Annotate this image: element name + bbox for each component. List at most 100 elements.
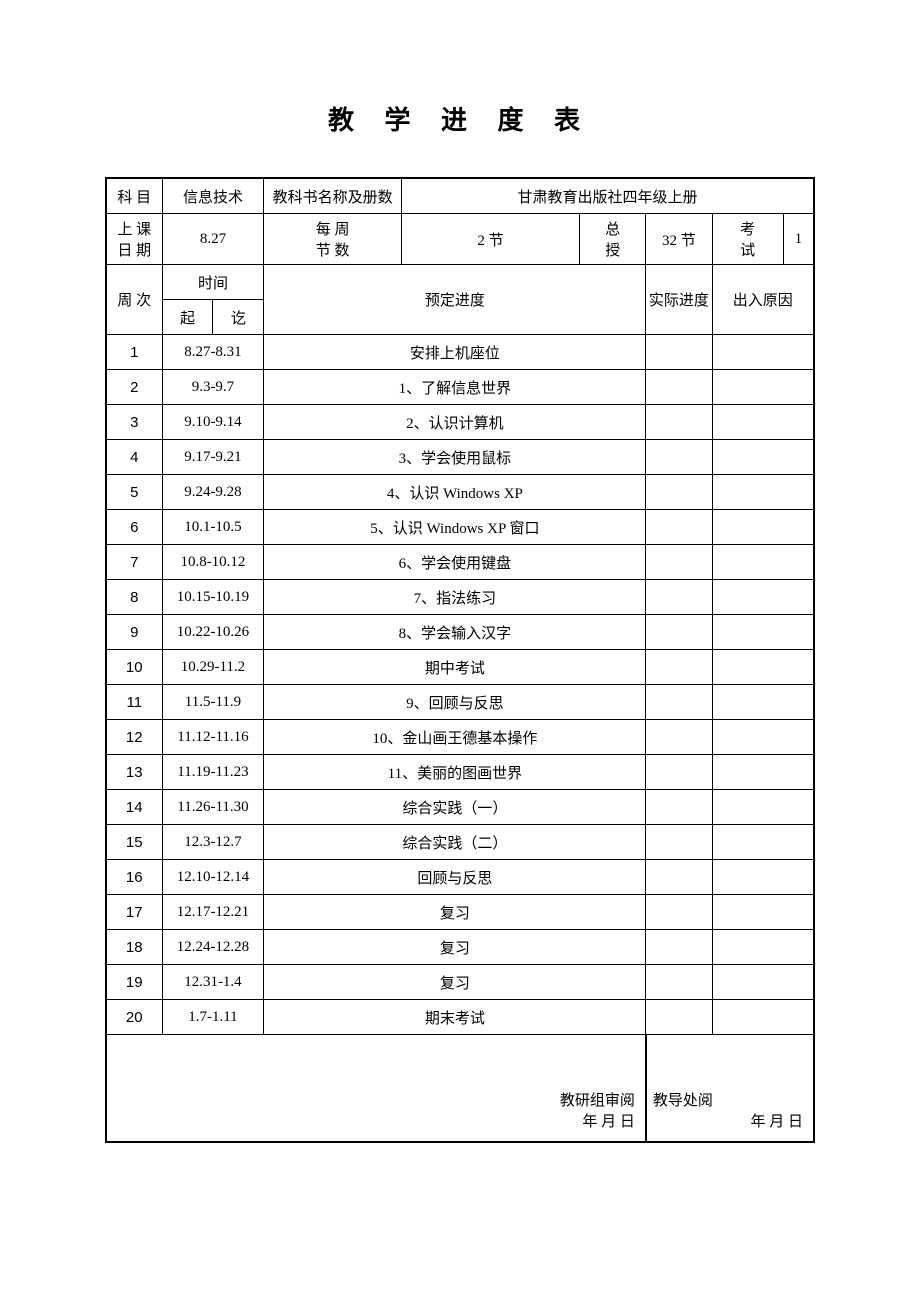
- cell-week: 19: [106, 965, 162, 1000]
- cell-time: 10.1-10.5: [162, 510, 264, 545]
- cell-time: 11.26-11.30: [162, 790, 264, 825]
- cell-planned: 复习: [264, 965, 646, 1000]
- cell-reason: [712, 580, 814, 615]
- col-planned: 预定进度: [264, 265, 646, 335]
- cell-time: 1.7-1.11: [162, 1000, 264, 1035]
- cell-planned: 11、美丽的图画世界: [264, 755, 646, 790]
- label-total: 总 授: [580, 214, 646, 265]
- page-title: 教 学 进 度 表: [105, 100, 815, 137]
- cell-actual: [646, 405, 712, 440]
- cell-planned: 7、指法练习: [264, 580, 646, 615]
- cell-planned: 复习: [264, 895, 646, 930]
- cell-planned: 10、金山画王德基本操作: [264, 720, 646, 755]
- cell-planned: 1、了解信息世界: [264, 370, 646, 405]
- cell-time: 10.29-11.2: [162, 650, 264, 685]
- cell-actual: [646, 685, 712, 720]
- cell-reason: [712, 895, 814, 930]
- cell-reason: [712, 930, 814, 965]
- value-textbook: 甘肃教育出版社四年级上册: [401, 178, 814, 214]
- cell-time: 11.5-11.9: [162, 685, 264, 720]
- cell-time: 11.12-11.16: [162, 720, 264, 755]
- col-time-end: 讫: [213, 300, 264, 335]
- cell-reason: [712, 720, 814, 755]
- cell-reason: [712, 545, 814, 580]
- cell-reason: [712, 1000, 814, 1035]
- table-row: 39.10-9.142、认识计算机: [106, 405, 814, 440]
- table-row: 18.27-8.31安排上机座位: [106, 335, 814, 370]
- cell-week: 8: [106, 580, 162, 615]
- label-total-1: 总: [582, 218, 643, 239]
- cell-actual: [646, 825, 712, 860]
- col-time: 时间: [162, 265, 264, 300]
- cell-actual: [646, 755, 712, 790]
- sig-office-review: 教导处阅: [653, 1089, 803, 1110]
- cell-week: 17: [106, 895, 162, 930]
- cell-reason: [712, 440, 814, 475]
- cell-time: 12.31-1.4: [162, 965, 264, 1000]
- cell-planned: 综合实践（二）: [264, 825, 646, 860]
- cell-week: 5: [106, 475, 162, 510]
- cell-time: 12.24-12.28: [162, 930, 264, 965]
- cell-time: 8.27-8.31: [162, 335, 264, 370]
- table-row: 1712.17-12.21复习: [106, 895, 814, 930]
- value-per-week: 2 节: [401, 214, 579, 265]
- table-row: 1311.19-11.2311、美丽的图画世界: [106, 755, 814, 790]
- cell-time: 9.3-9.7: [162, 370, 264, 405]
- table-row: 201.7-1.11期末考试: [106, 1000, 814, 1035]
- label-textbook: 教科书名称及册数: [264, 178, 402, 214]
- cell-week: 3: [106, 405, 162, 440]
- cell-week: 10: [106, 650, 162, 685]
- label-per-week: 每 周 节 数: [264, 214, 402, 265]
- table-row: 29.3-9.71、了解信息世界: [106, 370, 814, 405]
- sig-right: 教导处阅 年 月 日: [646, 1035, 814, 1143]
- label-start-date: 上 课 日 期: [106, 214, 162, 265]
- cell-planned: 2、认识计算机: [264, 405, 646, 440]
- cell-actual: [646, 615, 712, 650]
- cell-time: 10.8-10.12: [162, 545, 264, 580]
- cell-planned: 6、学会使用键盘: [264, 545, 646, 580]
- table-row: 49.17-9.213、学会使用鼠标: [106, 440, 814, 475]
- cell-actual: [646, 335, 712, 370]
- col-week: 周 次: [106, 265, 162, 335]
- table-row: 710.8-10.126、学会使用键盘: [106, 545, 814, 580]
- table-row: 610.1-10.55、认识 Windows XP 窗口: [106, 510, 814, 545]
- cell-week: 13: [106, 755, 162, 790]
- cell-week: 20: [106, 1000, 162, 1035]
- cell-planned: 3、学会使用鼠标: [264, 440, 646, 475]
- label-exam-1: 考: [715, 218, 781, 239]
- cell-week: 14: [106, 790, 162, 825]
- sig-office-date: 年 月 日: [653, 1110, 803, 1131]
- cell-planned: 期末考试: [264, 1000, 646, 1035]
- cell-week: 16: [106, 860, 162, 895]
- table-row: 1912.31-1.4复习: [106, 965, 814, 1000]
- label-per-week-1: 每 周: [266, 218, 399, 239]
- col-time-start: 起: [162, 300, 213, 335]
- cell-reason: [712, 475, 814, 510]
- cell-time: 12.3-12.7: [162, 825, 264, 860]
- cell-week: 15: [106, 825, 162, 860]
- table-row: 910.22-10.268、学会输入汉字: [106, 615, 814, 650]
- value-start-date: 8.27: [162, 214, 264, 265]
- cell-actual: [646, 475, 712, 510]
- cell-actual: [646, 1000, 712, 1035]
- label-exam-2: 试: [715, 239, 781, 260]
- cell-week: 7: [106, 545, 162, 580]
- label-start-date-1: 上 课: [109, 218, 160, 239]
- cell-actual: [646, 650, 712, 685]
- cell-planned: 期中考试: [264, 650, 646, 685]
- value-exam: 1: [783, 214, 814, 265]
- cell-reason: [712, 755, 814, 790]
- cell-planned: 回顾与反思: [264, 860, 646, 895]
- cell-actual: [646, 895, 712, 930]
- cell-week: 18: [106, 930, 162, 965]
- cell-reason: [712, 790, 814, 825]
- table-row: 1010.29-11.2期中考试: [106, 650, 814, 685]
- cell-actual: [646, 370, 712, 405]
- cell-time: 9.24-9.28: [162, 475, 264, 510]
- cell-week: 1: [106, 335, 162, 370]
- col-actual: 实际进度: [646, 265, 712, 335]
- cell-actual: [646, 580, 712, 615]
- table-row: 1211.12-11.1610、金山画王德基本操作: [106, 720, 814, 755]
- sig-group-review: 教研组审阅: [113, 1089, 635, 1110]
- cell-reason: [712, 685, 814, 720]
